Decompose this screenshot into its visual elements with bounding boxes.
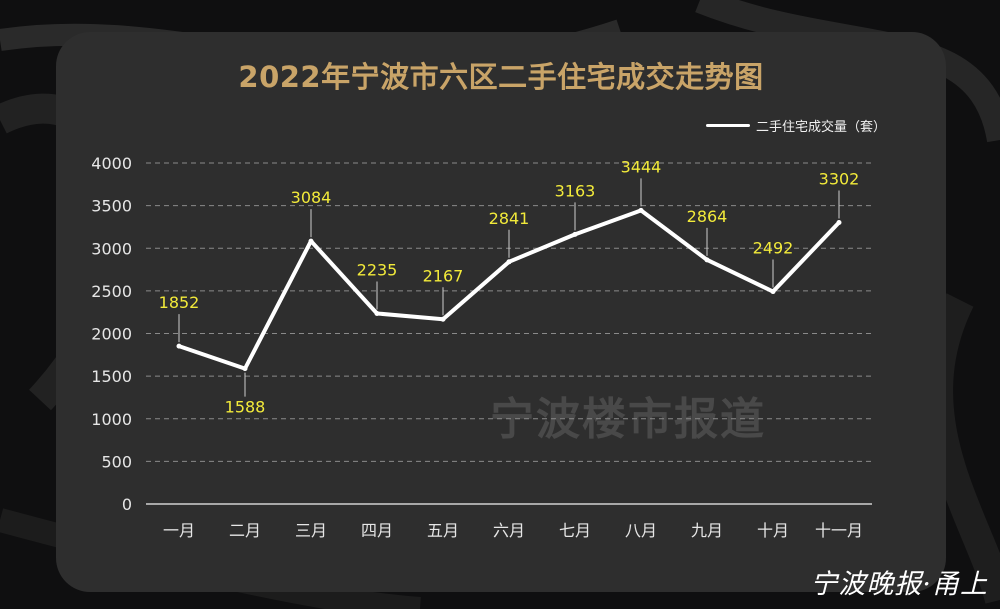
legend: 二手住宅成交量（套） [705,116,886,135]
y-tick-label: 500 [101,452,132,471]
x-tick-label: 四月 [361,521,393,540]
x-tick-label: 十一月 [815,521,863,540]
legend-label: 二手住宅成交量（套） [755,120,886,135]
data-label: 2167 [423,266,464,285]
data-point [638,207,644,213]
y-tick-label: 2000 [91,325,132,344]
brand-logo: 宁波晚报·甬上 [810,569,988,600]
chart-panel: 2022年宁波市六区二手住宅成交走势图 二手住宅成交量（套） [56,32,946,592]
data-label: 3302 [819,170,860,189]
x-tick-label: 一月 [163,521,195,540]
data-point [308,238,314,244]
x-tick-label: 五月 [427,521,459,540]
y-tick-label: 1000 [91,410,132,429]
data-label: 2235 [357,260,398,279]
data-point [176,343,182,349]
watermark: 宁波楼市报道 [490,394,766,445]
y-tick-label: 1500 [91,367,132,386]
x-tick-label: 三月 [295,521,327,540]
data-label: 3163 [555,181,596,200]
data-point [242,366,248,372]
data-label: 3084 [291,188,332,207]
data-point [506,259,512,265]
data-point [770,289,776,295]
y-tick-label: 0 [122,495,132,514]
data-label: 2864 [687,207,728,226]
data-label: 1588 [225,398,266,417]
data-point [836,220,842,226]
x-tick-label: 十月 [757,521,789,540]
data-label: 3444 [621,157,662,176]
data-point [440,316,446,322]
x-tick-label: 八月 [625,521,657,540]
data-label: 2492 [753,239,794,258]
data-label: 2841 [489,209,530,228]
y-tick-label: 4000 [91,154,132,173]
chart-title: 2022年宁波市六区二手住宅成交走势图 [238,60,764,94]
y-tick-label: 3500 [91,197,132,216]
x-tick-label: 九月 [691,521,723,540]
data-point [374,310,380,316]
x-tick-label: 二月 [229,521,261,540]
y-tick-label: 2500 [91,282,132,301]
x-tick-label: 六月 [493,521,525,540]
legend-line-swatch [705,124,750,127]
data-point [704,257,710,263]
y-tick-label: 3000 [91,239,132,258]
data-point [572,231,578,237]
x-tick-label: 七月 [559,521,591,540]
data-label: 1852 [159,293,200,312]
